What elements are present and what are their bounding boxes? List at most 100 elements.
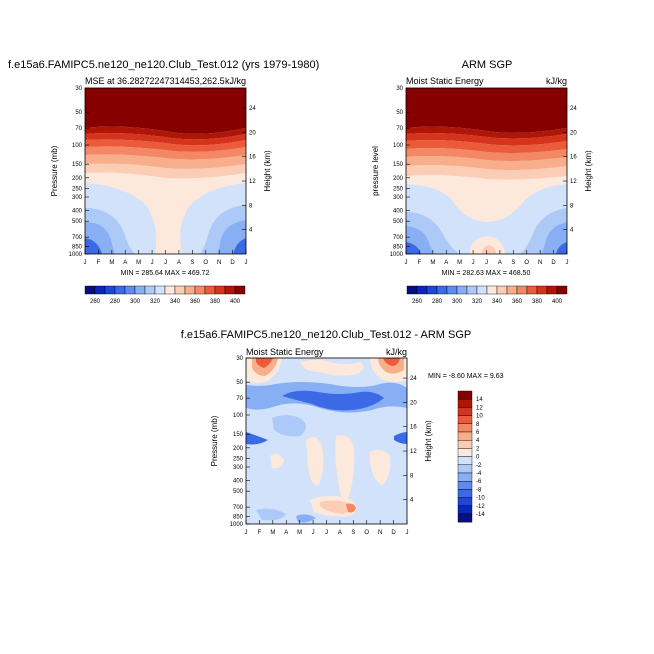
x-tick-label-6: J [485, 260, 488, 266]
x-tick-label-5: J [312, 530, 315, 536]
y-right-tick-label-4: 4 [249, 228, 253, 234]
panel-diff-plot [245, 357, 408, 525]
colorbar-label--4: -4 [476, 471, 482, 477]
panel-model: f.e15a6.FAMIPC5.ne120_ne120.Club_Test.01… [8, 59, 319, 305]
contour-level-390 [406, 126, 567, 139]
y-tick-label-250: 250 [72, 186, 83, 192]
y-tick-label-400: 400 [393, 209, 404, 215]
colorbar-swatch [104, 285, 116, 295]
colorbar-label-400: 400 [230, 299, 241, 305]
y-tick-label-100: 100 [72, 143, 83, 149]
panel-obs-ylabel-right: Height (km) [584, 150, 593, 192]
y-tick-label-850: 850 [393, 244, 404, 250]
colorbar-swatch [144, 285, 156, 295]
colorbar-label--14: -14 [476, 512, 485, 518]
colorbar-swatch [416, 285, 428, 295]
y-right-tick-label-20: 20 [249, 130, 256, 136]
contour-level-330-low [470, 236, 505, 254]
y-right-tick-label-16: 16 [410, 425, 417, 431]
colorbar-swatch [164, 285, 176, 295]
panel-obs-title: ARM SGP [462, 59, 513, 71]
colorbar-swatch [506, 285, 518, 295]
y-right-tick-label-8: 8 [410, 473, 414, 479]
colorbar-swatch [84, 285, 96, 295]
y-tick-label-300: 300 [393, 195, 404, 201]
colorbar-swatch [546, 285, 558, 295]
contour-level-370 [85, 139, 246, 152]
contour-level-0-column-a [306, 437, 324, 486]
panel-diff-ylabel-right: Height (km) [424, 420, 433, 462]
colorbar-swatch [457, 448, 473, 457]
x-tick-label-1: F [97, 260, 101, 266]
panel-obs-plot [405, 87, 568, 255]
panel-diff-title: f.e15a6.FAMIPC5.ne120_ne120.Club_Test.01… [181, 329, 471, 341]
y-tick-label-400: 400 [72, 209, 83, 215]
panel-diff-axes: 30 50 70 100 150 200 250 300 400 500 700 850 1000 24 2… [230, 356, 418, 536]
x-tick-label-2: M [109, 260, 114, 266]
colorbar-swatch [214, 285, 226, 295]
panel-obs-colorbar: 260 280 300 320 340 360 380 400 [406, 285, 568, 305]
panel-diff-colorbar: 14 12 10 8 6 4 2 0 -2 -4 -6 -8 -10 -12 -14 [457, 390, 485, 523]
x-tick-label-12: J [566, 260, 569, 266]
contour-level-400 [406, 88, 567, 133]
colorbar-label-400: 400 [552, 299, 563, 305]
panel-obs-minmax: MIN = 282.63 MAX = 468.50 [442, 270, 531, 277]
colorbar-label--8: -8 [476, 487, 482, 493]
contour-level-360 [406, 148, 567, 161]
colorbar-swatch [457, 431, 473, 441]
contour-level-6-low [346, 503, 356, 513]
panel-obs: ARM SGP Moist Static Energy kJ/kg 30 50 70… [371, 59, 593, 305]
y-tick-label-500: 500 [72, 219, 83, 225]
x-tick-label-11: D [391, 530, 396, 536]
x-tick-label-4: M [457, 260, 462, 266]
colorbar-label-10: 10 [476, 414, 483, 420]
panel-model-title: f.e15a6.FAMIPC5.ne120_ne120.Club_Test.01… [8, 59, 319, 71]
y-tick-label-30: 30 [236, 356, 243, 362]
colorbar-swatch [457, 390, 473, 400]
y-tick-label-70: 70 [236, 396, 243, 402]
panel-model-units: kJ/kg [225, 76, 246, 86]
colorbar-swatch [114, 285, 126, 295]
y-tick-label-30: 30 [75, 86, 82, 92]
x-tick-label-6: J [325, 530, 328, 536]
y-right-tick-label-24: 24 [410, 376, 417, 382]
contour-level-360 [85, 146, 246, 160]
panel-obs-left-label: Moist Static Energy [406, 76, 484, 86]
x-tick-label-4: M [136, 260, 141, 266]
y-right-tick-label-12: 12 [249, 179, 256, 185]
contour-level-350 [406, 156, 567, 170]
contour-level-280-right [233, 238, 246, 254]
panel-model-axes: 30 50 70 100 150 200 250 300 400 500 700 850 1000 24 2… [69, 86, 257, 266]
x-tick-label-8: S [511, 260, 515, 266]
x-tick-label-4: M [297, 530, 302, 536]
colorbar-swatch [457, 513, 473, 523]
contour-level-0-top-mid [300, 360, 364, 376]
colorbar-swatch [457, 440, 473, 449]
colorbar-swatch [457, 497, 473, 507]
colorbar-swatch [194, 285, 206, 295]
contour-level-minus-2-low [256, 508, 286, 521]
contour-level-8-top-right [383, 358, 400, 366]
panel-obs-ylabel: pressure level [371, 146, 380, 196]
panel-diff-minmax: MIN = -8.60 MAX = 9.63 [428, 373, 504, 380]
panel-diff-left-label: Moist Static Energy [246, 347, 324, 357]
x-tick-label-10: N [217, 260, 221, 266]
x-tick-label-0: J [84, 260, 87, 266]
contour-level-340 [406, 165, 567, 180]
y-right-tick-label-16: 16 [249, 155, 256, 161]
y-tick-label-1000: 1000 [230, 522, 244, 528]
colorbar-swatch [204, 285, 216, 295]
colorbar-label-360: 360 [190, 299, 201, 305]
y-tick-label-50: 50 [75, 110, 82, 116]
colorbar-swatch [486, 285, 498, 295]
x-tick-label-3: A [123, 260, 127, 266]
y-tick-label-200: 200 [393, 176, 404, 182]
contour-level-minus-8-right [394, 432, 407, 444]
panel-model-ylabel-right: Height (km) [263, 150, 272, 192]
x-tick-label-6: J [164, 260, 167, 266]
colorbar-label-380: 380 [532, 299, 543, 305]
x-tick-label-11: D [230, 260, 235, 266]
y-tick-label-150: 150 [233, 432, 244, 438]
y-tick-label-700: 700 [233, 505, 244, 511]
colorbar-label-320: 320 [150, 299, 161, 305]
